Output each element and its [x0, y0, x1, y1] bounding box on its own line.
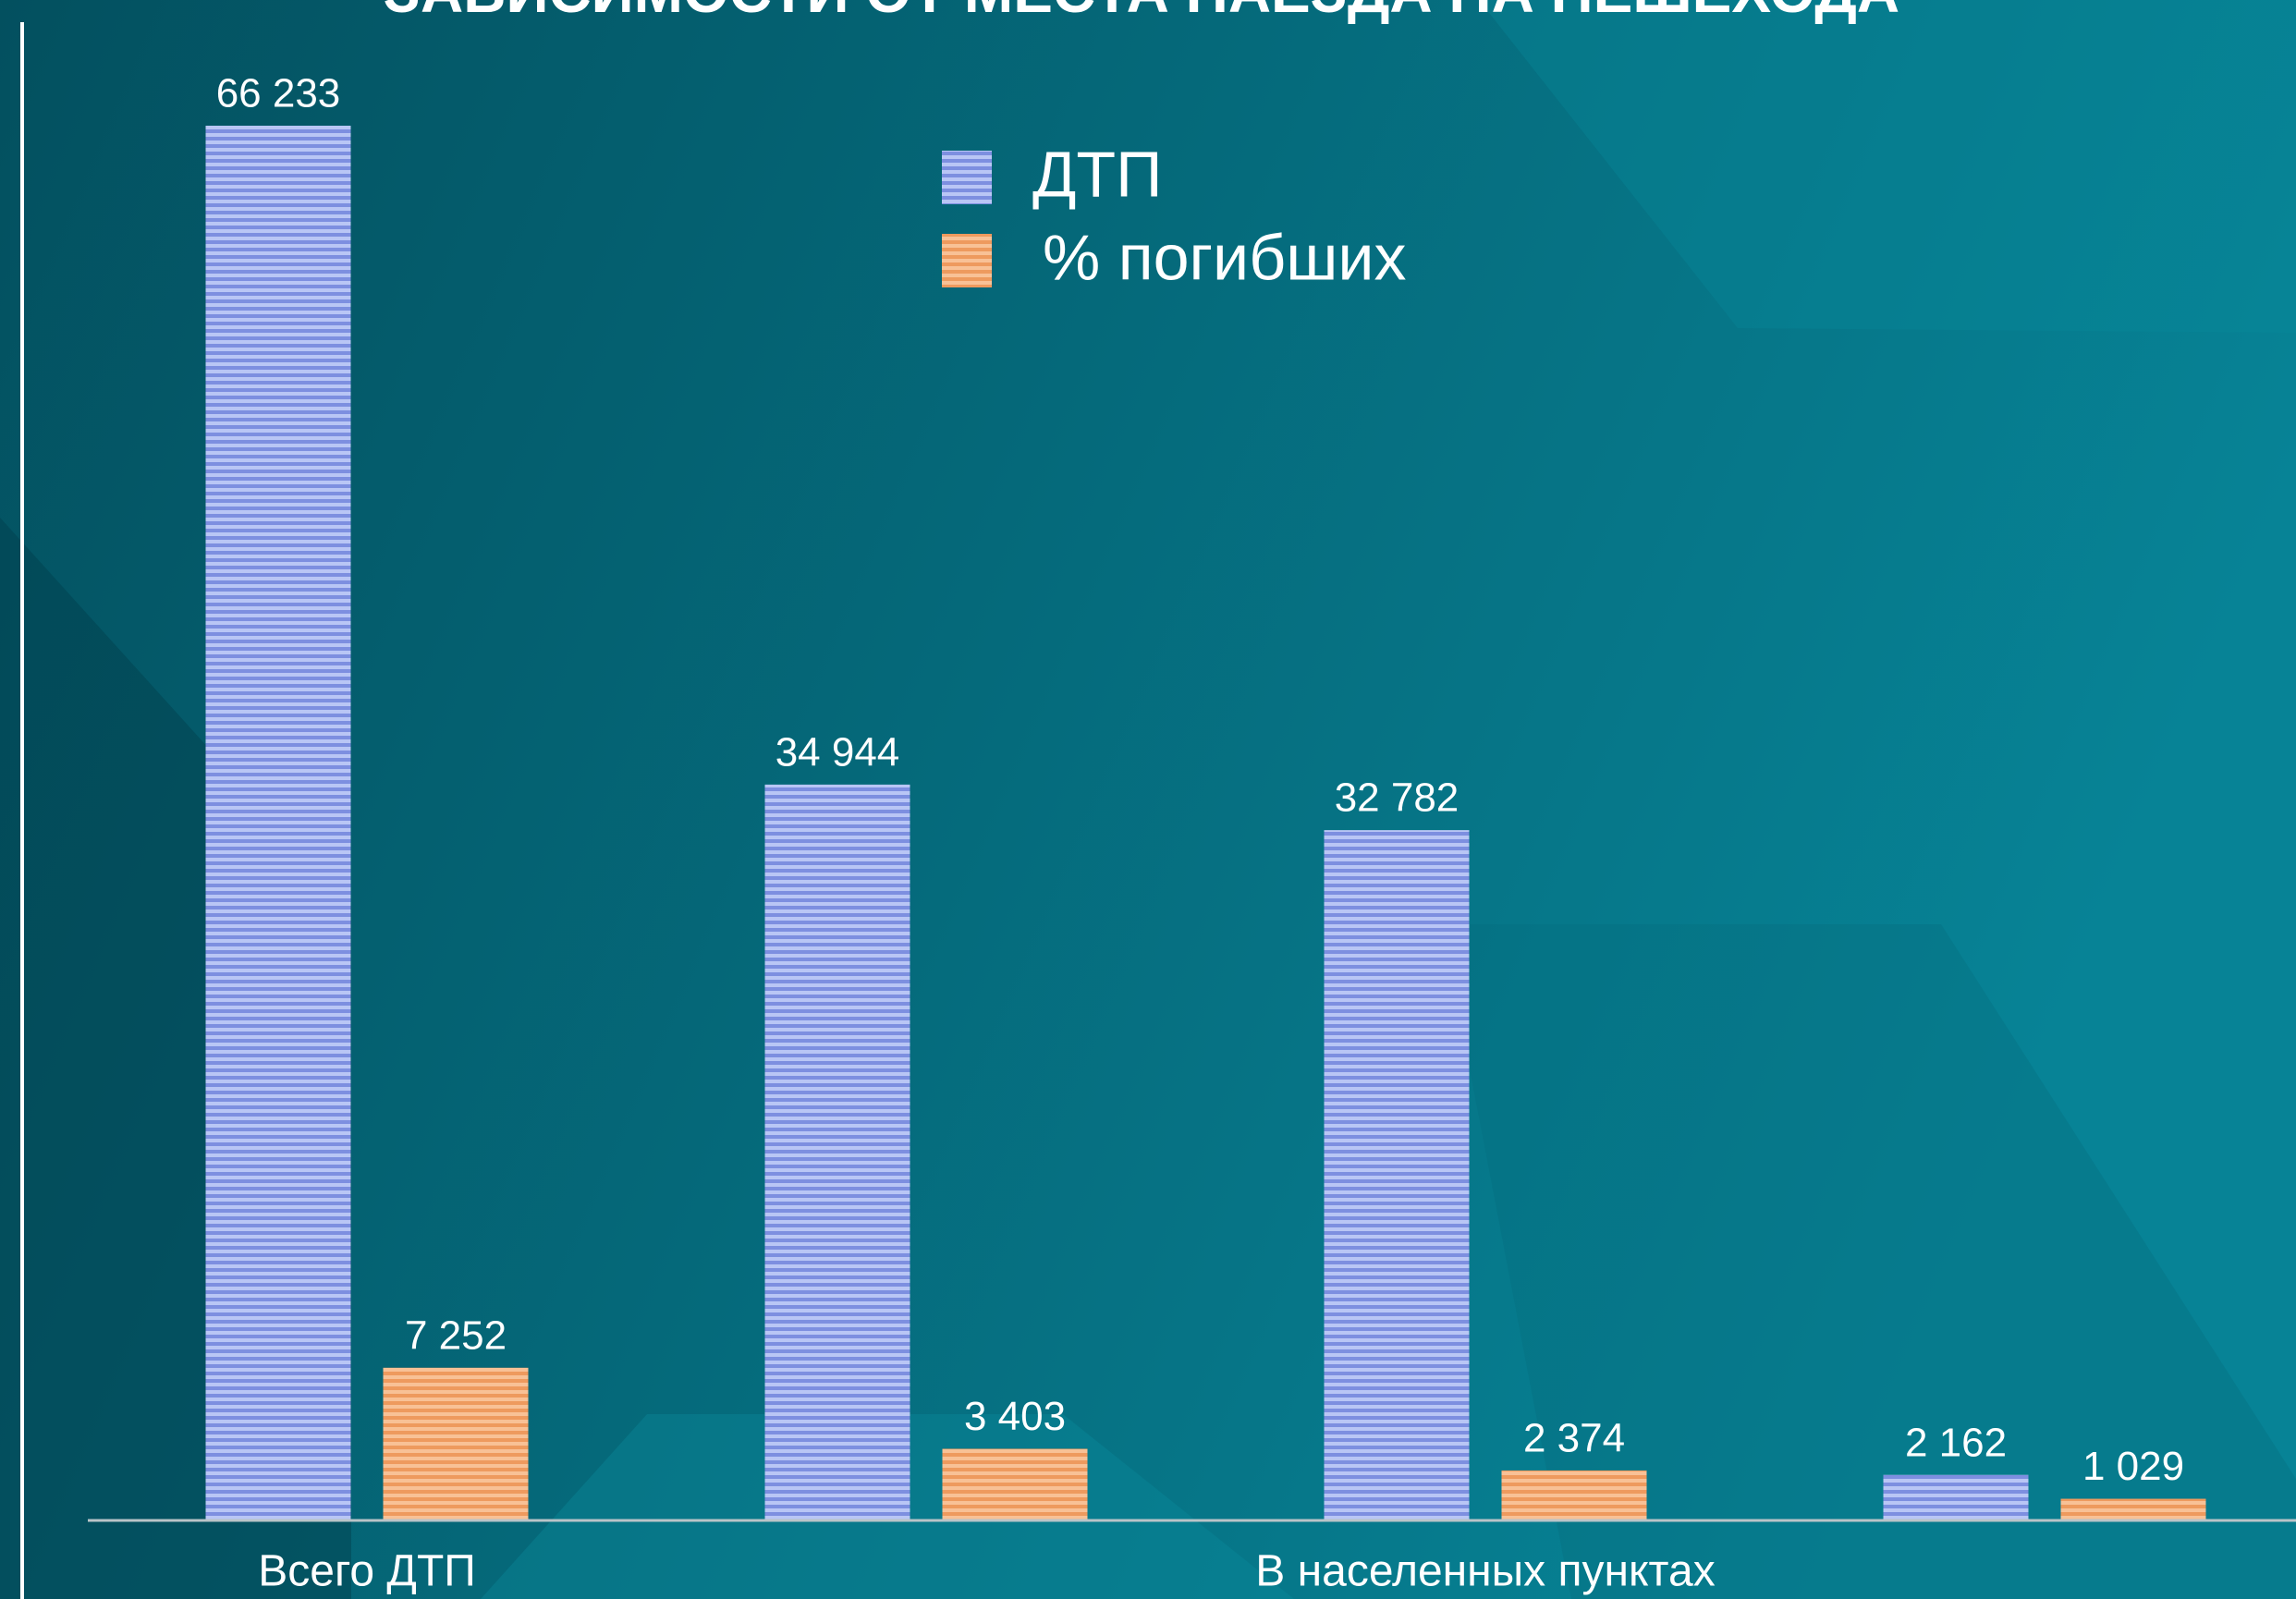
- value-label: 7 252: [405, 1312, 507, 1358]
- value-label: 2 162: [1905, 1420, 2007, 1465]
- x-tick-label: В населенных пунктах: [1255, 1547, 1715, 1596]
- legend-label: % погибших: [1043, 221, 1407, 293]
- bar: [206, 126, 351, 1520]
- bar: [384, 1368, 529, 1520]
- value-label: 66 233: [216, 71, 341, 116]
- bar: [765, 785, 910, 1520]
- bar: [1884, 1475, 2029, 1520]
- chart: ЗАВИСИМОСТИ ОТ МЕСТА НАЕЗДА НА ПЕШЕХОДА …: [0, 0, 2296, 1599]
- legend-swatch: [942, 234, 992, 287]
- value-label: 3 403: [964, 1394, 1066, 1439]
- page: ЗАВИСИМОСТИ ОТ МЕСТА НАЕЗДА НА ПЕШЕХОДА …: [0, 0, 2296, 1599]
- bar: [1325, 830, 1470, 1520]
- bar: [1502, 1471, 1647, 1520]
- bar: [943, 1448, 1088, 1520]
- legend-label: ДТП: [1032, 138, 1162, 210]
- bar: [2061, 1499, 2206, 1520]
- chart-title: ЗАВИСИМОСТИ ОТ МЕСТА НАЕЗДА НА ПЕШЕХОДА: [384, 0, 1899, 25]
- value-label: 1 029: [2082, 1444, 2184, 1489]
- x-tick-label: Всего ДТП: [258, 1547, 476, 1596]
- legend-swatch: [942, 151, 992, 204]
- value-label: 34 944: [776, 729, 900, 775]
- value-label: 2 374: [1523, 1416, 1625, 1461]
- value-label: 32 782: [1335, 775, 1459, 821]
